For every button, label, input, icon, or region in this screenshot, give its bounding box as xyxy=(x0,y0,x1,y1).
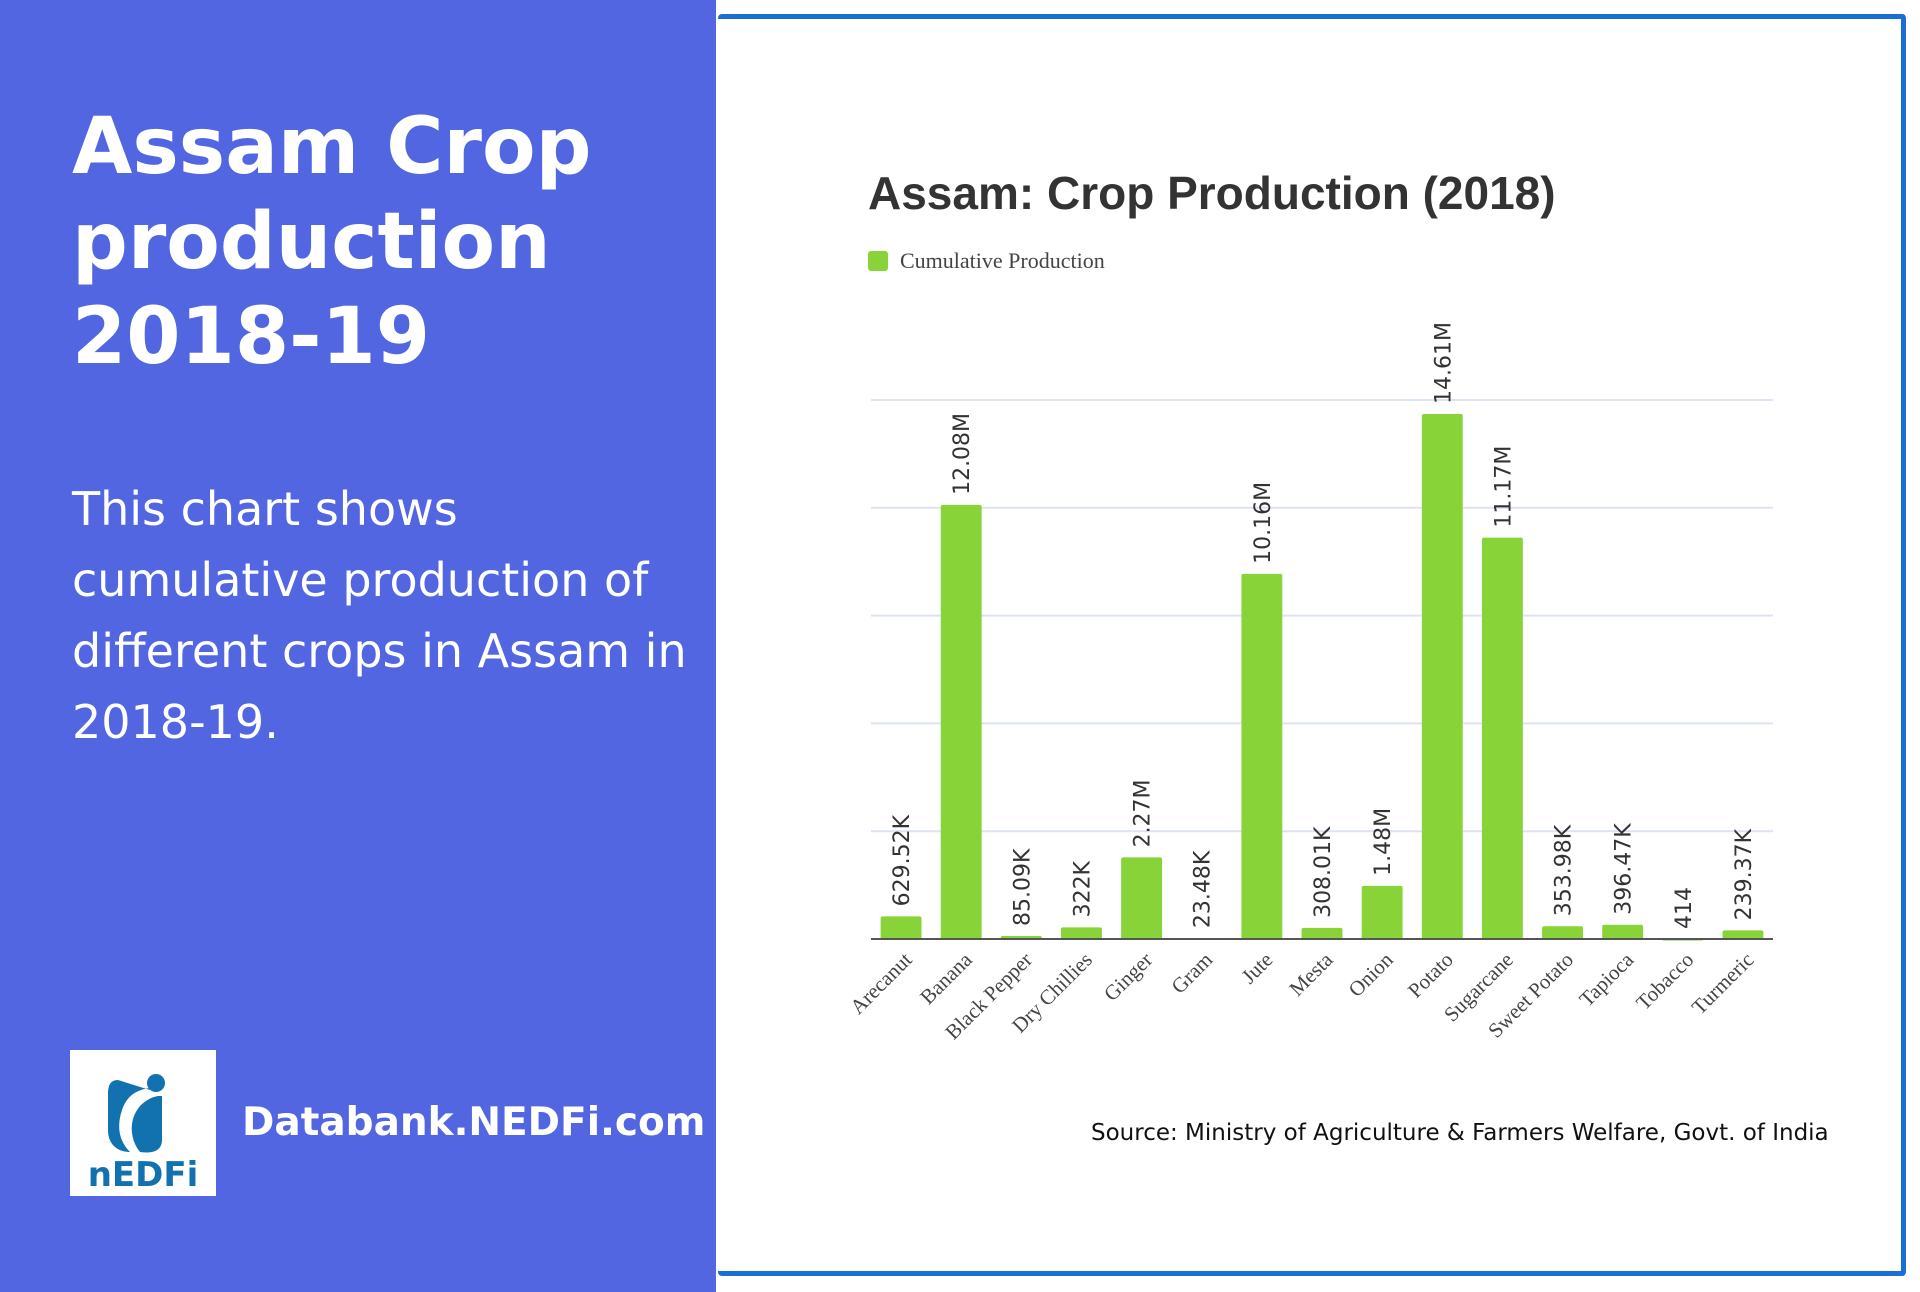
bar xyxy=(1301,927,1343,939)
panel-title: Assam Crop production 2018-19 xyxy=(72,102,592,382)
info-panel: Assam Crop production 2018-19 This chart… xyxy=(0,0,716,1292)
x-tick-label: Gram xyxy=(1166,948,1217,999)
data-label: 85.09K xyxy=(1010,848,1035,926)
bar xyxy=(1061,927,1102,939)
chart-title: Assam: Crop Production (2018) xyxy=(868,167,1556,219)
bar xyxy=(1361,885,1403,939)
source-note: Source: Ministry of Agriculture & Farmer… xyxy=(1091,1120,1829,1146)
bar xyxy=(1722,930,1764,939)
bar xyxy=(1481,537,1523,939)
logo-text: nEDFi xyxy=(88,1155,199,1195)
nedfi-logo: nEDFi xyxy=(70,1050,216,1196)
data-label: 239.37K xyxy=(1732,828,1757,920)
bar xyxy=(1121,857,1163,939)
data-label: 396.47K xyxy=(1612,823,1637,915)
data-label: 12.08M xyxy=(950,413,975,495)
x-tick-label: Tapioca xyxy=(1574,947,1638,1011)
data-label: 11.17M xyxy=(1491,446,1516,528)
data-label: 629.52K xyxy=(890,814,915,906)
legend-label: Cumulative Production xyxy=(900,248,1105,273)
data-label: 308.01K xyxy=(1311,826,1336,918)
bar xyxy=(1602,924,1644,939)
bar xyxy=(880,916,922,939)
x-tick-label: Jute xyxy=(1237,948,1278,989)
data-label: 14.61M xyxy=(1431,322,1456,404)
x-tick-label: Mesta xyxy=(1284,947,1338,1001)
data-label: 23.48K xyxy=(1191,850,1216,928)
x-tick-label: Potato xyxy=(1403,948,1458,1003)
x-tick-label: Ginger xyxy=(1099,948,1157,1006)
bar xyxy=(1241,573,1283,939)
data-label: 2.27M xyxy=(1131,779,1156,847)
x-tick-label: Arecanut xyxy=(845,947,917,1019)
data-label: 10.16M xyxy=(1251,482,1276,564)
data-label: 1.48M xyxy=(1371,808,1396,876)
x-tick-label: Onion xyxy=(1344,947,1398,1001)
x-tick-label: Turmeric xyxy=(1687,948,1759,1020)
chart-legend[interactable]: Cumulative Production xyxy=(868,248,1105,274)
bar xyxy=(940,504,982,939)
data-label: 414 xyxy=(1672,887,1697,929)
bar xyxy=(1421,414,1463,939)
legend-swatch xyxy=(868,251,888,271)
panel-description: This chart shows cumulative production o… xyxy=(72,482,687,749)
site-link[interactable]: Databank.NEDFi.com xyxy=(242,1100,706,1145)
data-label: 353.98K xyxy=(1552,824,1577,916)
bar xyxy=(1542,926,1583,939)
data-label: 322K xyxy=(1070,860,1095,917)
chart-frame xyxy=(718,14,1906,1276)
